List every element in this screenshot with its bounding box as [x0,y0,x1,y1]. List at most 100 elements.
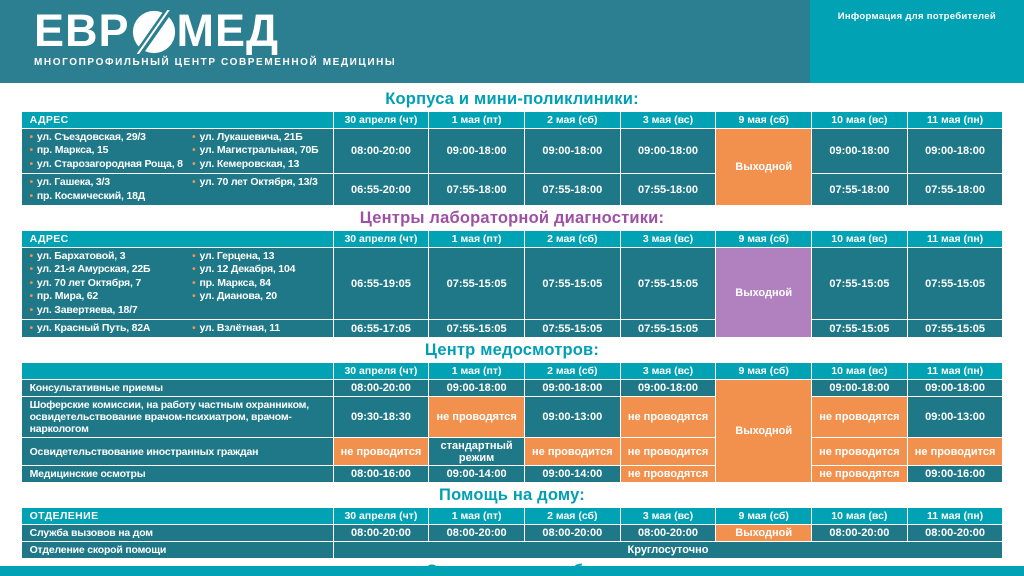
column-header-date-3: 3 мая (вс) [619,507,717,526]
address-list-1: ул. Гашека, 3/3пр. Космический, 18Д [30,176,193,203]
time-cell: 07:55-18:00 [811,173,908,207]
time-cell: 06:55-17:05 [332,319,430,339]
time-cell: 06:55-20:00 [332,173,430,207]
column-header-date-6: 11 мая (пн) [906,111,1004,129]
status-cell: не проводится [906,437,1004,467]
address-list-2: ул. Лукашевича, 21Бул. Магистральная, 70… [192,131,330,171]
row-label: Консультативные приемы [20,379,334,398]
table-row: Медицинские осмотры 08:00-16:00 09:00-14:0… [20,465,1004,484]
time-cell: Круглосуточно [332,541,1004,560]
time-cell: 07:55-15:05 [523,319,621,339]
address-columns: ул. Гашека, 3/3пр. Космический, 18Дул. 7… [30,176,331,203]
time-cell: 09:00-18:00 [619,127,717,175]
address-item: ул. Кемеровская, 13 [192,158,330,171]
header-accent-block [810,0,1024,83]
schedule-table-med-exams: 30 апреля (чт) 1 мая (пт) 2 мая (сб) 3 мая … [20,362,1004,484]
logo-text-left: ЕВР [34,5,130,56]
time-cell: 07:55-15:05 [428,319,525,339]
address-item: ул. Старозагородная Роща, 8 [30,158,193,171]
address-item: ул. Герцена, 13 [192,250,330,263]
evromed-logo: ЕВР МЕД МНОГОПРОФИЛЬНЫЙ ЦЕНТР СОВРЕМЕННО… [34,5,397,69]
time-cell: 08:00-20:00 [332,524,430,543]
column-header-label: АДРЕС [20,230,334,249]
column-header-date-6: 11 мая (пн) [906,230,1004,249]
time-cell: 09:00-14:00 [428,465,525,484]
status-cell: не проводятся [619,465,717,484]
column-header-label [20,362,334,381]
address-cell: ул. Гашека, 3/3пр. Космический, 18Дул. 7… [20,173,334,207]
column-header-date-0: 30 апреля (чт) [332,230,430,249]
time-cell: 07:55-15:05 [906,247,1004,321]
time-cell: 07:55-15:05 [906,319,1004,339]
address-item: ул. Съездовская, 29/3 [30,131,193,144]
section-title-buildings: Корпуса и мини-поликлиники: [385,90,639,108]
time-cell: 08:00-20:00 [523,524,621,543]
column-header-date-3: 3 мая (вс) [619,111,717,129]
address-list-1: ул. Красный Путь, 82А [30,322,193,335]
time-cell: 09:00-18:00 [811,127,908,175]
status-cell: Выходной [715,524,813,543]
time-cell: 08:00-20:00 [332,379,430,398]
section-title-lab-diagnostics: Центры лабораторной диагностики: [359,209,665,228]
time-cell: 07:55-18:00 [619,173,717,207]
column-header-date-1: 1 мая (пт) [428,111,525,129]
column-header-date-2: 2 мая (сб) [523,230,621,249]
column-header-date-3: 3 мая (вс) [619,230,717,249]
time-cell: 07:55-18:00 [428,173,525,207]
address-cell: ул. Съездовская, 29/3пр. Маркса, 15ул. С… [20,127,334,175]
time-cell: 08:00-20:00 [906,524,1004,543]
address-list-2: ул. Взлётная, 11 [192,322,330,335]
address-item: пр. Космический, 18Д [30,190,193,203]
time-cell: 09:00-13:00 [906,396,1004,439]
address-columns: ул. Красный Путь, 82Аул. Взлётная, 11 [30,322,331,335]
table-row: Отделение скорой помощи Круглосуточно [20,541,1004,560]
status-cell: не проводится [523,437,621,467]
time-cell: стандартный режим [428,437,525,467]
column-header-date-2: 2 мая (сб) [523,362,621,381]
address-item: пр. Маркса, 15 [30,144,193,157]
table-row: Освидетельствование иностранных граждан н… [20,437,1004,467]
status-cell: не проводится [811,437,908,467]
status-cell: не проводятся [428,396,525,439]
logo-lens-icon [132,10,175,54]
address-item: ул. Магистральная, 70Б [192,144,330,157]
address-item: ул. 70 лет Октября, 7 [30,277,193,290]
time-cell: 09:00-18:00 [428,379,525,398]
schedule-table-home-help: ОТДЕЛЕНИЕ 30 апреля (чт) 1 мая (пт) 2 мая (… [20,507,1004,560]
logo-text-right: МЕД [176,5,280,56]
time-cell: 07:55-15:05 [811,247,908,321]
time-cell: 09:00-18:00 [428,127,525,175]
time-cell: 08:00-20:00 [332,127,430,175]
address-item: ул. Дианова, 20 [192,290,330,303]
time-cell: 09:00-14:00 [523,465,621,484]
column-header-date-3: 3 мая (вс) [619,362,717,381]
time-cell: 07:55-18:00 [906,173,1004,207]
address-item: ул. Взлётная, 11 [192,322,330,335]
status-cell: Выходной [715,379,813,484]
status-cell: не проводится [619,437,717,467]
column-header-date-2: 2 мая (сб) [523,111,621,129]
column-header-date-5: 10 мая (вс) [811,507,908,526]
status-cell: не проводятся [811,396,908,439]
table-row: ул. Гашека, 3/3пр. Космический, 18Дул. 7… [20,173,1004,207]
address-cell: ул. Красный Путь, 82Аул. Взлётная, 11 [20,319,334,339]
time-cell: 09:00-18:00 [523,127,621,175]
table-row: Шоферские комиссии, на работу частным ох… [20,396,1004,439]
time-cell: 09:00-18:00 [523,379,621,398]
column-header-date-0: 30 апреля (чт) [332,507,430,526]
address-cell: ул. Бархатовой, 3ул. 21-я Амурская, 22Бу… [20,247,334,321]
column-header-date-6: 11 мая (пн) [906,362,1004,381]
page-header: Информация для потребителей ЕВР МЕД МНОГ… [0,0,1024,83]
table-row: ул. Красный Путь, 82Аул. Взлётная, 1106:… [20,319,1004,339]
column-header-label: ОТДЕЛЕНИЕ [20,507,334,526]
logo-tagline: МНОГОПРОФИЛЬНЫЙ ЦЕНТР СОВРЕМЕННОЙ МЕДИЦИ… [34,57,397,68]
table-row: Консультативные приемы 08:00-20:00 09:00-1… [20,379,1004,484]
time-cell: 06:55-19:05 [332,247,430,321]
header-row-med-exams: 30 апреля (чт) 1 мая (пт) 2 мая (сб) 3 мая … [20,362,1004,381]
time-cell: 09:00-18:00 [906,127,1004,175]
schedule-table-buildings: АДРЕС 30 апреля (чт) 1 мая (пт) 2 мая (сб) 3… [20,111,1004,207]
column-header-date-6: 11 мая (пн) [906,507,1004,526]
column-header-date-0: 30 апреля (чт) [332,111,430,129]
time-cell: 09:00-18:00 [906,379,1004,398]
time-cell: 09:00-13:00 [523,396,621,439]
